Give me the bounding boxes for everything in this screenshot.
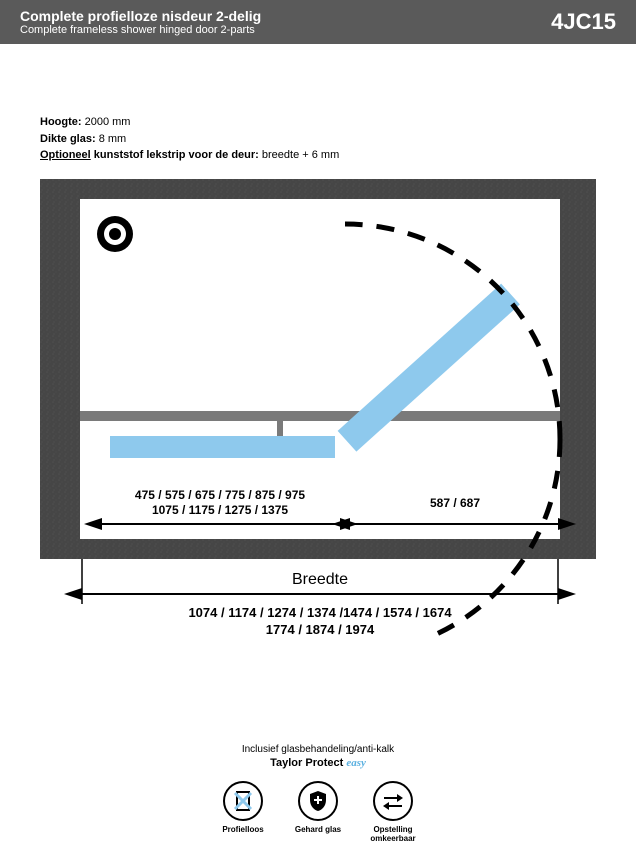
product-code: 4JC15 — [551, 9, 616, 35]
spec-height-label: Hoogte: — [40, 116, 82, 128]
dim-left-line1: 475 / 575 / 675 / 775 / 875 / 975 — [135, 488, 305, 502]
icon-label-opstelling: Opstelling omkeerbaar — [361, 825, 426, 844]
icon-label-profielloos: Profielloos — [222, 825, 263, 835]
brand-name: Taylor Protect — [270, 757, 343, 769]
target-icon — [97, 216, 133, 252]
spec-glass-value: 8 mm — [99, 133, 127, 145]
breedte-label: Breedte — [292, 571, 348, 588]
dim-left-line2: 1075 / 1175 / 1275 / 1375 — [152, 503, 288, 517]
spec-height-value: 2000 mm — [85, 116, 131, 128]
gehard-glas-icon — [298, 781, 338, 821]
icon-label-gehard: Gehard glas — [295, 825, 341, 835]
fixed-glass — [110, 436, 335, 458]
opstelling-icon — [373, 781, 413, 821]
diagram: 475 / 575 / 675 / 775 / 875 / 975 1075 /… — [40, 179, 596, 704]
brand-script: easy — [346, 757, 366, 769]
profielloos-icon — [223, 781, 263, 821]
breedte-line2: 1774 / 1874 / 1974 — [266, 622, 375, 637]
icon-col-opstelling: Opstelling omkeerbaar — [361, 781, 426, 844]
spec-height: Hoogte: 2000 mm — [40, 114, 596, 131]
icon-col-profielloos: Profielloos — [211, 781, 276, 844]
icons-row: Profielloos Gehard glas Opstelling omkee… — [0, 781, 636, 844]
spec-glass: Dikte glas: 8 mm — [40, 131, 596, 148]
breedte-line1: 1074 / 1174 / 1274 / 1374 /1474 / 1574 /… — [188, 605, 452, 620]
header-title: Complete profielloze nisdeur 2-delig — [20, 8, 551, 24]
spec-option-value: breedte + 6 mm — [262, 149, 339, 161]
spec-glass-label: Dikte glas: — [40, 133, 96, 145]
icon-col-gehard: Gehard glas — [286, 781, 351, 844]
header-left: Complete profielloze nisdeur 2-delig Com… — [20, 8, 551, 36]
spec-option-label: Optioneel — [40, 149, 91, 161]
footer-incl: Inclusief glasbehandeling/anti-kalk — [0, 744, 636, 755]
spec-option: Optioneel kunststof lekstrip voor de deu… — [40, 147, 596, 164]
header-subtitle: Complete frameless shower hinged door 2-… — [20, 24, 551, 36]
footer: Inclusief glasbehandeling/anti-kalk Tayl… — [0, 744, 636, 844]
spec-block: Hoogte: 2000 mm Dikte glas: 8 mm Optione… — [0, 44, 636, 174]
header-bar: Complete profielloze nisdeur 2-delig Com… — [0, 0, 636, 44]
rail — [80, 411, 560, 421]
spec-option-text: kunststof lekstrip voor de deur: — [94, 149, 259, 161]
diagram-svg: 475 / 575 / 675 / 775 / 875 / 975 1075 /… — [40, 179, 596, 699]
footer-brand: Taylor Protect easy — [0, 757, 636, 769]
dim-right: 587 / 687 — [430, 496, 480, 510]
